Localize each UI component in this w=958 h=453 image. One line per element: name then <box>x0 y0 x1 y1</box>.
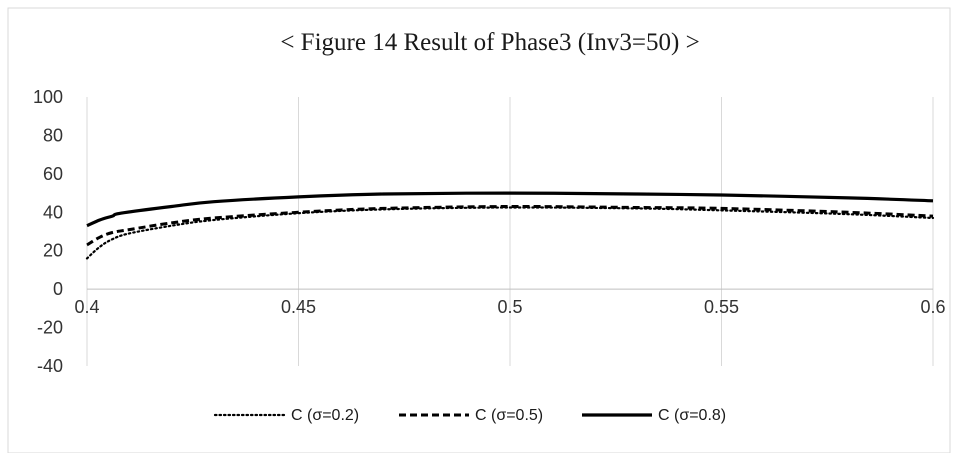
x-axis-tick-labels: 0.4 0.45 0.5 0.55 0.6 <box>74 297 945 317</box>
x-tick-label: 0.55 <box>704 297 739 317</box>
y-tick-label: 20 <box>43 241 63 261</box>
gridlines <box>86 97 934 366</box>
x-tick-label: 0.6 <box>920 297 945 317</box>
legend-label: C (σ=0.2) <box>291 407 359 424</box>
y-tick-label: 100 <box>33 87 63 107</box>
x-tick-label: 0.4 <box>74 297 99 317</box>
y-tick-label: -40 <box>37 356 63 376</box>
y-tick-label: 80 <box>43 125 63 145</box>
y-axis-tick-labels: 100 80 60 40 20 0 -20 -40 <box>33 87 63 376</box>
y-tick-label: -20 <box>37 318 63 338</box>
legend-label: C (σ=0.8) <box>658 407 726 424</box>
chart-border <box>7 7 951 453</box>
series-line-dotted <box>85 206 935 260</box>
series-line-dashed <box>86 204 934 247</box>
y-tick-label: 60 <box>43 164 63 184</box>
series-line-solid <box>86 191 934 228</box>
y-tick-label: 40 <box>43 202 63 222</box>
y-tick-label: 0 <box>53 279 63 299</box>
series-lines <box>85 191 935 260</box>
x-tick-label: 0.5 <box>497 297 522 317</box>
legend-label: C (σ=0.5) <box>475 407 543 424</box>
x-tick-label: 0.45 <box>281 297 316 317</box>
legend: C (σ=0.2) C (σ=0.5) C (σ=0.8) <box>213 407 726 424</box>
chart-title: < Figure 14 Result of Phase3 (Inv3=50) > <box>280 29 699 56</box>
